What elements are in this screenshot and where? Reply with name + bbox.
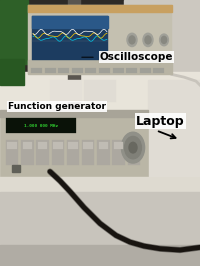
Bar [97,140,110,165]
Bar [112,140,125,165]
Bar [68,142,78,149]
Bar [38,142,47,149]
Bar [126,68,137,73]
Circle shape [161,36,167,43]
Circle shape [127,33,137,47]
Bar [84,80,116,102]
Circle shape [160,34,168,46]
Bar [0,0,28,64]
Text: Oscilloscope: Oscilloscope [100,52,174,62]
Bar [12,165,20,172]
Bar [128,140,140,165]
Bar [23,142,32,149]
Bar [99,68,110,73]
Circle shape [129,142,137,153]
Bar [148,80,200,176]
Bar [124,0,200,101]
Bar [28,5,172,74]
Bar [68,0,80,117]
Bar [0,245,200,266]
Bar [58,68,69,73]
Bar [45,68,56,73]
Bar [85,68,96,73]
Bar [83,142,93,149]
Text: 1.000 000 MHz: 1.000 000 MHz [24,123,58,128]
Circle shape [125,136,141,159]
Bar [140,68,151,73]
Text: Laptop: Laptop [136,115,185,127]
Bar [0,192,200,266]
Bar [36,140,49,165]
Bar [28,60,172,74]
Bar [82,140,94,165]
Bar [0,74,200,266]
Bar [150,53,157,60]
Bar [141,53,148,60]
Bar [122,53,129,60]
Bar [31,68,42,73]
Bar [113,68,124,73]
Bar [0,112,148,176]
Bar [72,68,83,73]
Circle shape [143,33,153,47]
Bar [6,118,76,133]
Bar [7,142,17,149]
Bar [52,140,64,165]
Text: Function generator: Function generator [8,102,106,111]
Bar [6,140,18,165]
Bar [112,53,119,60]
Bar [32,16,108,28]
Bar [153,68,164,73]
Bar [28,5,172,12]
Bar [0,110,148,117]
Bar [21,140,34,165]
Circle shape [145,36,151,44]
Bar [99,142,108,149]
Bar [50,80,82,102]
Bar [131,53,138,60]
Bar [67,140,79,165]
Circle shape [121,132,145,163]
Bar [0,59,24,85]
Bar [53,142,63,149]
Bar [160,53,167,60]
Bar [0,72,200,120]
Bar [0,0,200,74]
Circle shape [129,36,135,44]
Bar [114,142,123,149]
Bar [129,142,139,149]
Bar [32,16,108,60]
